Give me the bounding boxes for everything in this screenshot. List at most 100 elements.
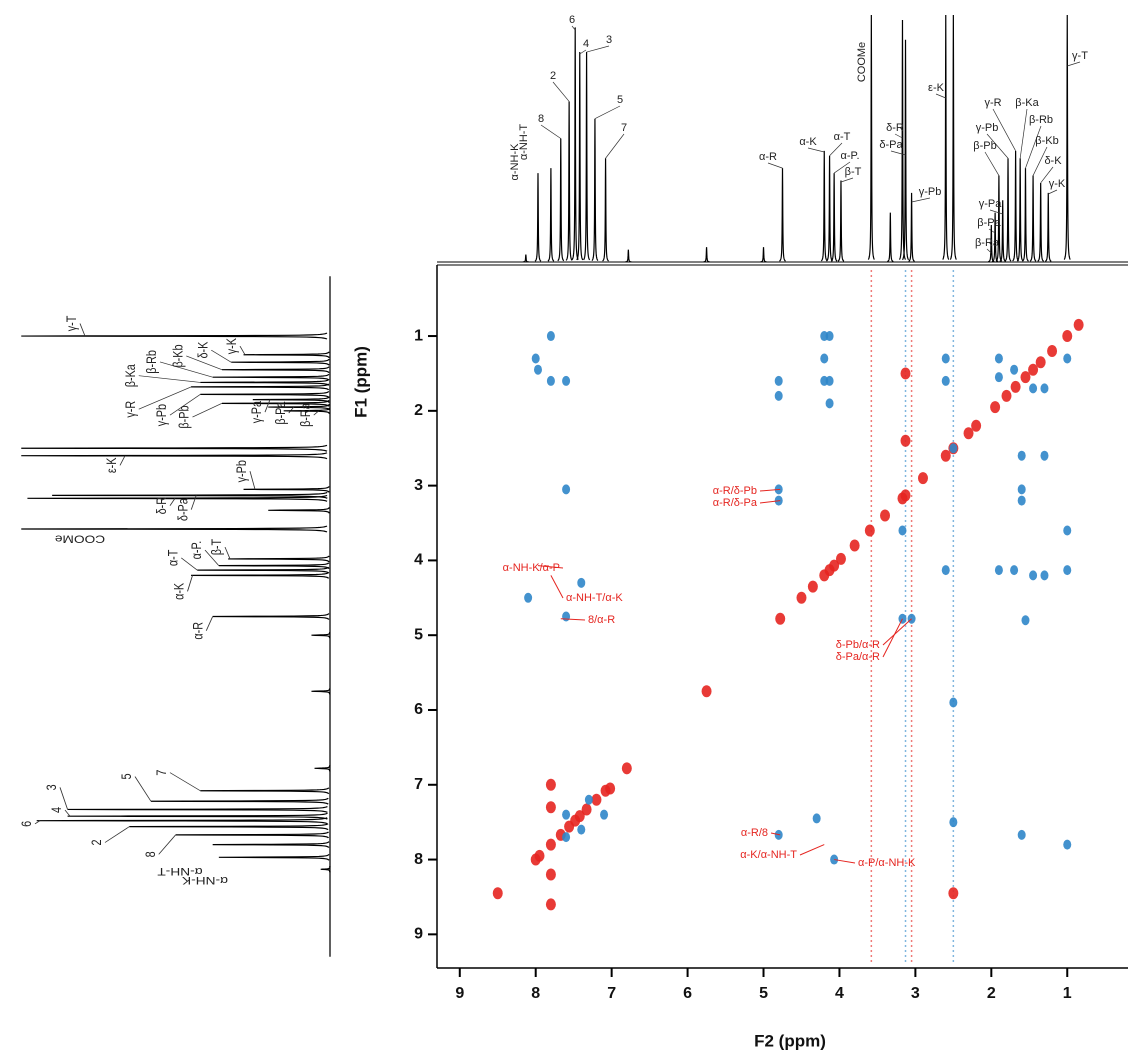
annotation-leader	[759, 488, 781, 492]
label-leader	[104, 826, 130, 843]
peak-label: γ-Pa	[979, 198, 1003, 210]
diagonal-peak	[948, 887, 959, 900]
label-leader	[169, 772, 201, 792]
spectrum-peak	[887, 212, 894, 263]
peak-label: β-T	[209, 538, 225, 555]
label-leader	[34, 820, 41, 825]
peak-label: β-Ka	[1015, 97, 1039, 109]
spectrum-peak	[252, 396, 330, 403]
spectrum-peak	[779, 168, 786, 262]
y-tick-label: 7	[414, 776, 423, 793]
peak-label: 6	[19, 821, 35, 827]
x-tick-label: 5	[759, 985, 768, 1002]
diagonal-peak	[574, 810, 585, 823]
label-leader	[313, 410, 320, 416]
peak-label: β-Kb	[1035, 135, 1058, 147]
y-tick-label: 5	[414, 626, 423, 643]
peak-label: δ-Pa	[879, 139, 903, 151]
diagonal-peak	[1028, 363, 1039, 376]
peak-label: α-NH-K	[509, 143, 521, 181]
label-leader	[833, 161, 851, 174]
annotation: δ-Pb/α-R	[836, 639, 880, 651]
cross-peak	[1017, 829, 1026, 840]
x-tick-label: 4	[835, 985, 844, 1002]
peak-label: ε-K	[104, 457, 120, 473]
diagonal-peak	[545, 778, 556, 791]
spectrum-peak	[583, 52, 591, 261]
annotation: α-NH-K/α-P	[503, 562, 560, 574]
label-leader	[190, 495, 197, 510]
peak-label: α-P.	[841, 150, 860, 162]
annotation: α-K/α-NH-T	[740, 849, 797, 861]
peak-label: β-Kb	[170, 344, 186, 367]
peak-label: ε-K	[928, 82, 945, 94]
label-leader	[911, 197, 931, 203]
cross-peak	[820, 353, 829, 364]
spectrum-peak	[243, 351, 330, 359]
label-leader	[158, 834, 176, 855]
peak-label: α-K	[799, 136, 817, 148]
annotation: 8/α-R	[588, 614, 615, 626]
left-projection: 6 4 3 2 5 8 7 α-NH-Tα-NH-K α-R α-K α-T α-P. β-T COOMe…	[19, 276, 331, 957]
spectrum-peak	[557, 138, 565, 262]
x-axis-title: F2 (ppm)	[754, 1031, 826, 1050]
spectrum-peak	[221, 366, 330, 373]
annotation: α-R/8	[741, 827, 768, 839]
diagonal-peak	[591, 793, 602, 806]
cross-peak	[812, 813, 821, 824]
spectrum-peak	[1044, 192, 1052, 262]
peak-label: β-T	[845, 166, 862, 178]
peak-label: α-R	[759, 151, 777, 163]
cross-peak	[562, 375, 571, 386]
label-leader	[594, 105, 621, 120]
x-tick-label: 2	[987, 985, 996, 1002]
diagonal-peak	[581, 803, 592, 816]
cross-peak	[941, 375, 950, 386]
cross-peak	[546, 331, 555, 342]
cross-peak	[1040, 383, 1049, 394]
annotation-leader	[834, 859, 856, 864]
spectrum-peak	[826, 155, 833, 262]
spectrum-peak	[898, 19, 907, 260]
spectrum-peak	[988, 224, 995, 263]
peak-label: γ-Pb	[154, 404, 170, 426]
label-leader	[1067, 61, 1081, 67]
label-leader	[187, 575, 193, 592]
label-leader	[1032, 146, 1048, 176]
spectrum-peak	[760, 247, 767, 263]
spectrum-peak	[522, 254, 529, 263]
cross-peak	[994, 372, 1003, 383]
spectrum-peak	[243, 486, 330, 493]
spectrum-peak	[311, 632, 331, 639]
annotation-leader	[882, 618, 912, 646]
label-leader	[138, 375, 201, 383]
spectrum-peak	[1012, 150, 1020, 262]
x-tick-label: 9	[455, 985, 464, 1002]
spectrum-peak	[703, 247, 710, 263]
peak-label: γ-Pa	[249, 401, 265, 423]
label-leader	[159, 361, 213, 378]
annotation-leader	[759, 500, 781, 504]
spectrum-peak	[67, 812, 328, 820]
annotation-leader	[550, 575, 564, 599]
peak-label: β-Pa	[977, 217, 1001, 229]
label-leader	[829, 142, 843, 157]
cross-peak	[825, 375, 834, 386]
peak-label: 7	[154, 769, 170, 775]
spectrum-peak	[949, 14, 957, 260]
label-leader	[1025, 125, 1042, 169]
cross-peak	[533, 364, 542, 375]
spectrum-peak	[591, 118, 599, 262]
diagonal-peak	[545, 898, 556, 911]
diagonal-peak	[1047, 345, 1058, 358]
spectrum-peak	[191, 572, 330, 579]
diagonal-peak	[545, 868, 556, 881]
annotation: α-NH-T/α-K	[566, 592, 623, 604]
spectrum-peak	[283, 407, 331, 414]
spectrum-peak	[534, 173, 542, 262]
y-tick-label: 3	[414, 477, 423, 494]
spectrum-peak	[36, 817, 328, 825]
spectrum-peak	[197, 566, 330, 574]
cross-peak	[1063, 353, 1072, 364]
label-leader	[192, 403, 223, 418]
